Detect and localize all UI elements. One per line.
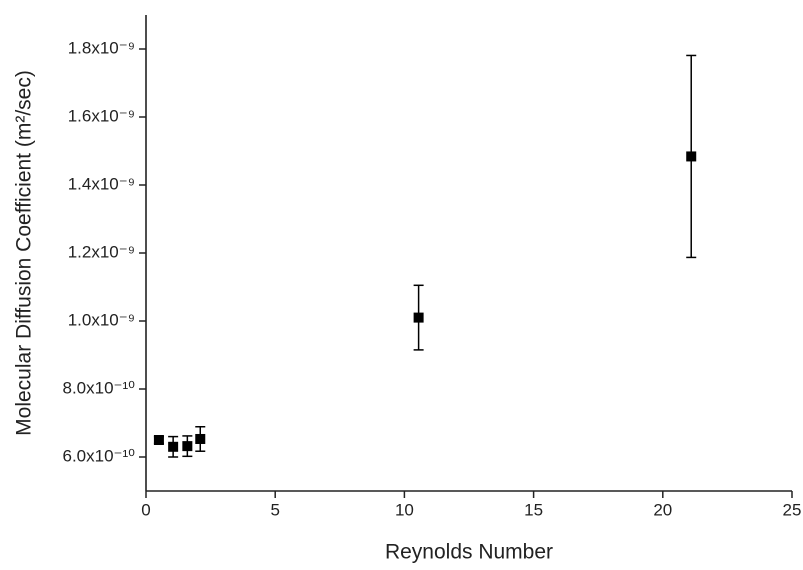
x-tick-label: 25: [783, 500, 802, 519]
y-tick-label: 8.0x10⁻¹⁰: [63, 378, 136, 397]
x-tick-label: 20: [653, 500, 672, 519]
x-tick-label: 10: [395, 500, 414, 519]
point: [153, 435, 164, 445]
point: [686, 151, 697, 162]
point: [195, 433, 206, 444]
x-tick-label: 0: [141, 500, 150, 519]
point: [182, 441, 193, 452]
x-axis-title: Reynolds Number: [385, 541, 553, 564]
y-tick-label: 1.2x10⁻⁹: [68, 242, 135, 261]
y-axis-title: Molecular Diffusion Coefficient (m²/sec): [13, 70, 36, 436]
y-tick-label: 1.0x10⁻⁹: [68, 310, 135, 329]
point: [168, 441, 179, 452]
x-tick-label: 15: [524, 500, 543, 519]
x-tick-label: 5: [270, 500, 279, 519]
y-tick-label: 1.6x10⁻⁹: [68, 106, 135, 125]
y-tick-label: 1.8x10⁻⁹: [68, 38, 135, 57]
y-tick-label: 1.4x10⁻⁹: [68, 174, 135, 193]
y-tick-label: 6.0x10⁻¹⁰: [63, 446, 136, 465]
point: [413, 312, 424, 323]
